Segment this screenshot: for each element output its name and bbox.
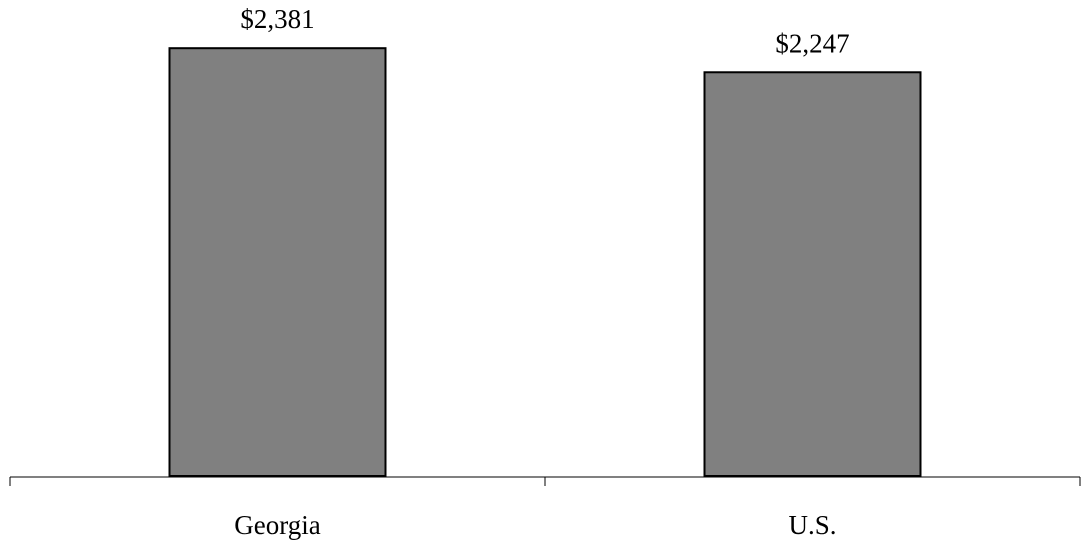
x-axis bbox=[9, 476, 1081, 486]
data-labels-layer: $2,381 $2,247 bbox=[240, 4, 849, 58]
bar-georgia bbox=[168, 47, 387, 478]
bar-u-s bbox=[703, 71, 922, 478]
x-tick-label: U.S. bbox=[788, 510, 836, 540]
x-tick-label: Georgia bbox=[234, 510, 320, 540]
data-label: $2,247 bbox=[775, 28, 849, 58]
x-tick-labels-layer: Georgia U.S. bbox=[234, 510, 836, 540]
bars-layer bbox=[168, 47, 922, 478]
data-label: $2,381 bbox=[240, 4, 314, 34]
